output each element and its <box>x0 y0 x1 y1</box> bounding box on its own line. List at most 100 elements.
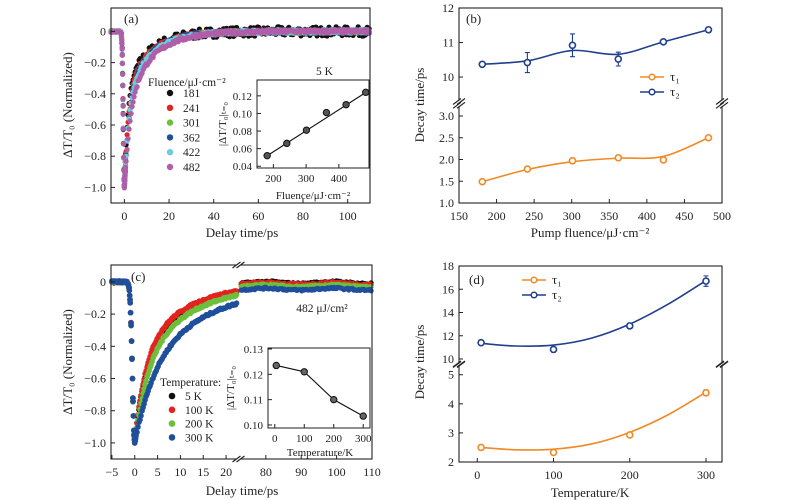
inset-a-x-tick-label: 200 <box>265 173 282 185</box>
data-point <box>120 111 126 117</box>
inset-a-point <box>342 100 350 109</box>
data-point <box>477 443 485 452</box>
data-point <box>704 133 713 142</box>
panel-a-label: (a) <box>124 11 138 26</box>
panel-d-ylabel: Decay time/ps <box>412 325 427 400</box>
panel-y-lower-tick-label: 2.0 <box>439 153 454 167</box>
axis-break-left <box>452 98 466 105</box>
series-482 <box>108 27 372 191</box>
data-point <box>130 413 137 419</box>
inset-a-y-tick-label: 0.06 <box>233 144 253 156</box>
data-point <box>366 29 372 35</box>
axis-break-gap <box>451 363 730 365</box>
panel-y-lower-tick-label: 3 <box>448 426 454 440</box>
panel-y-lower-tick-label: 2 <box>448 455 454 469</box>
data-point <box>129 375 136 382</box>
panel-a-x-tick-label: 60 <box>252 209 264 223</box>
panel-y-upper-tick-label: 11 <box>442 36 454 50</box>
panel-c-x-right-tick-label: 90 <box>295 465 307 479</box>
inset-c-line <box>276 364 364 417</box>
panel-a-y-tick-label: −0.8 <box>84 149 106 163</box>
legend-marker-422 <box>166 149 174 156</box>
data-point <box>523 165 532 173</box>
panel-x-tick-label: 150 <box>450 209 468 223</box>
panel-c-x-right-tick-label: 110 <box>363 465 381 479</box>
panel-y-upper-tick-label: 10 <box>442 70 454 84</box>
data-point <box>126 126 132 132</box>
inset-a-y-tick-label: 0.04 <box>233 161 253 173</box>
data-point <box>132 435 139 442</box>
inset-c-xlabel: Temperature/K <box>287 447 353 459</box>
legend-label-0: τ₁ <box>552 272 562 287</box>
fit-curve-0 <box>481 391 707 451</box>
panel-a-ylabel: ΔT/T₀ (Normalized) <box>60 52 75 158</box>
inset-c-point <box>330 395 338 404</box>
panel-c-y-tick-label: −0.4 <box>84 339 106 353</box>
panel-c-xlabel: Delay time/ps <box>206 483 279 498</box>
panel-a-x-tick-label: 80 <box>297 209 309 223</box>
data-point <box>123 158 129 164</box>
panel-d-label: (d) <box>469 272 484 287</box>
panel-c-x-right-tick-label: 80 <box>260 465 272 479</box>
panel-y-upper-tick-label: 10 <box>442 352 454 366</box>
data-point <box>130 99 136 105</box>
panel-a-annotation: 5 K <box>316 66 334 78</box>
data-point <box>233 291 240 298</box>
data-point <box>368 288 374 294</box>
axis-break-gap <box>451 100 730 107</box>
legend-label-422: 422 <box>183 147 201 159</box>
panel-c-x-left-tick-label: 0 <box>132 465 138 479</box>
inset-c-x-tick-label: 0 <box>272 433 278 445</box>
data-point <box>121 154 127 160</box>
inset-c-y-tick-label: 0.13 <box>244 344 264 356</box>
legend-marker-301 <box>166 119 174 126</box>
data-point <box>659 156 668 164</box>
data-point <box>478 60 487 69</box>
fit-curve-1 <box>482 28 709 66</box>
data-point <box>659 38 668 46</box>
inset-a-y-tick-label: 0.12 <box>233 91 252 103</box>
data-point <box>119 46 125 52</box>
panel-c-x-left-tick-label: 5 <box>155 465 161 479</box>
legend-label-181: 181 <box>183 88 201 100</box>
legend-marker-5 K <box>168 392 176 400</box>
data-point <box>523 58 532 67</box>
legend-marker-482 <box>166 163 174 171</box>
data-point <box>129 356 135 362</box>
data-point <box>120 71 126 77</box>
axis-break-gap <box>236 453 241 465</box>
panel-a-legend-title: Fluence/μJ·cm⁻² <box>148 77 226 89</box>
legend-label-482: 482 <box>183 162 201 174</box>
legend-marker-362 <box>166 134 174 141</box>
data-point <box>119 52 125 58</box>
legend-label-362: 362 <box>183 132 201 144</box>
panel-c-x-right-tick-label: 100 <box>328 465 346 479</box>
axis-break-left <box>452 360 466 368</box>
panel-c-y-tick-label: −0.8 <box>84 404 106 418</box>
inset-c-point <box>272 361 280 370</box>
panel-a-y-tick-label: −0.2 <box>84 56 106 70</box>
legend-marker-1 <box>530 291 538 299</box>
panel-a-frame <box>110 7 371 204</box>
data-point <box>120 126 126 132</box>
data-point <box>120 103 126 109</box>
inset-a-y-tick-label: 0.10 <box>233 108 253 120</box>
panel-b-xlabel: Pump fluence/μJ·cm⁻² <box>531 225 650 240</box>
axis-break-right <box>715 98 729 105</box>
panel-a-y-tick-label: 0 <box>100 24 106 38</box>
panel-c-x-left-tick-label: −5 <box>106 465 119 479</box>
legend-label-5 K: 5 K <box>185 391 203 403</box>
data-point <box>127 118 133 124</box>
inset-a-point <box>362 88 370 97</box>
panel-c-y-tick-label: 0 <box>100 275 106 289</box>
data-point <box>138 412 144 419</box>
inset-c-y-tick-label: 0.10 <box>244 420 264 432</box>
inset-c-frame <box>267 347 371 429</box>
inset-a-x-tick-label: 300 <box>298 173 315 185</box>
panel-y-lower-tick-label: 4 <box>448 397 454 411</box>
legend-label-200 K: 200 K <box>185 419 214 431</box>
panel-x-tick-label: 400 <box>638 209 656 223</box>
panel-a-y-tick-label: −0.6 <box>84 118 106 132</box>
panel-y-lower-tick-label: 1.5 <box>439 174 454 188</box>
